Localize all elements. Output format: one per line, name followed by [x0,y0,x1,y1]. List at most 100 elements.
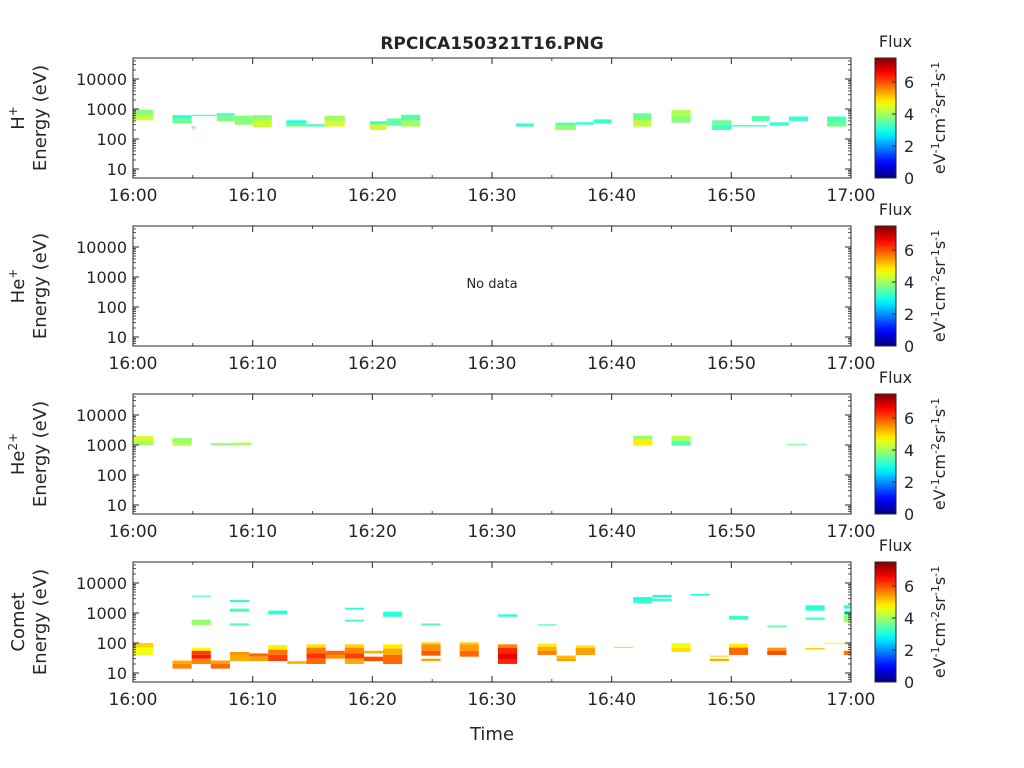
flux-cell [369,124,387,130]
colorbar-label-unit: s [930,409,949,417]
flux-cell [827,121,847,127]
flux-cell [229,608,250,612]
colorbar-tick-label: 6 [904,409,914,428]
flux-cell [363,650,384,654]
colorbar-label-exponent: -2 [929,443,942,454]
x-tick-label: 16:30 [468,522,517,542]
colorbar-frame [874,225,897,347]
y-tick-label: 10000 [76,406,127,425]
flux-cell [843,643,851,645]
x-tick-label: 16:30 [468,186,517,206]
x-tick-label: 16:50 [707,354,756,374]
flux-cell [805,617,825,620]
panel-he-plus: 10 100 1000 10000 16:00 16:10 16:20 16:30 16:40 1… [6,200,949,374]
x-tick-label: 16:40 [587,522,636,542]
flux-cell [306,658,326,664]
flux-cell [344,619,364,622]
flux-cell [709,658,729,662]
flux-cell [712,124,732,130]
flux-cell [709,655,729,657]
colorbar-tick-label: 2 [904,137,914,156]
flux-cell [633,597,653,601]
flux-cell [633,439,653,446]
flux-cell [383,654,403,664]
colorbar-label-exponent: -2 [929,107,942,118]
colorbar-label-unit: cm [930,622,949,646]
flux-cell [268,610,288,615]
flux-cell [633,120,652,127]
no-data-text: No data [466,277,517,292]
colorbar-title: Flux [879,368,912,387]
flux-cell [383,611,403,617]
y-axis-label: CometEnergy (eV) [8,569,51,675]
flux-cell [172,442,192,446]
colorbar-label-exponent: -1 [929,310,942,321]
flux-cell [728,615,749,620]
y-label-charge: + [6,269,20,279]
flux-cell [191,650,211,655]
colorbar-label-exponent: -2 [929,611,942,622]
flux-cell [671,115,691,123]
x-tick-label: 16:00 [109,354,158,374]
flux-cell [210,660,230,664]
flux-cell [633,600,653,604]
x-tick-label: 16:50 [707,690,756,710]
x-tick-label: 16:20 [348,690,397,710]
colorbar-tick-label: 2 [904,473,914,492]
colorbar [875,58,896,178]
flux-cell [633,435,653,440]
flux-cell [556,655,576,659]
flux-cell [843,605,851,609]
flux-cell [191,658,211,664]
colorbar-label-unit: sr [930,596,949,611]
colorbar-label-exponent: -1 [929,398,942,409]
flux-cell [191,654,211,659]
y-tick-label: 10 [107,160,127,179]
x-tick-label: 16:10 [228,690,277,710]
y-tick-label: 10 [107,496,127,515]
x-tick-label: 16:10 [228,522,277,542]
flux-cell [191,114,217,117]
colorbar-label: eV-1cm-2sr-1s-1 [929,566,950,678]
flux-cell [191,126,196,129]
colorbar [875,226,896,346]
flux-cell [172,663,192,669]
colorbar-label-unit: cm [930,286,949,310]
flux-cell [286,123,307,127]
panel-h-plus: 10 100 1000 10000 16:00 16:10 16:20 16:30 16:40 1… [6,32,949,206]
flux-cell [767,647,787,651]
flux-cell [652,594,672,598]
x-tick-label: 16:30 [468,354,517,374]
y-label-species: Comet [8,592,29,651]
colorbar-label-unit: eV [930,321,949,342]
flux-cell [252,120,272,128]
flux-cell [671,435,691,441]
flux-cell [229,623,250,626]
flux-cell [671,647,691,653]
flux-cell [767,650,787,655]
flux-cell [459,644,479,651]
colorbar-tick-label: 0 [904,337,914,356]
y-tick-label: 1000 [86,436,127,455]
flux-cell [497,659,518,664]
colorbar-frame [874,57,897,179]
flux-cell [172,115,192,119]
colorbar-label: eV-1cm-2sr-1s-1 [929,62,950,174]
colorbar-tick-label: 2 [904,305,914,324]
x-tick-label: 17:00 [827,522,876,542]
y-tick-label: 1000 [86,604,127,623]
colorbar-label-exponent: -1 [929,585,942,596]
flux-cell [191,647,211,651]
colorbar-tick-label: 4 [904,273,914,292]
x-tick-label: 16:10 [228,186,277,206]
flux-cell [671,440,691,446]
flux-cell [827,116,847,122]
flux-cell [268,649,288,655]
y-label-charge: 2+ [6,433,20,451]
flux-cell [287,661,307,664]
colorbar-label-unit: sr [930,260,949,275]
y-label-species: He [8,279,29,304]
flux-cell [652,598,672,602]
flux-cell [731,125,768,127]
